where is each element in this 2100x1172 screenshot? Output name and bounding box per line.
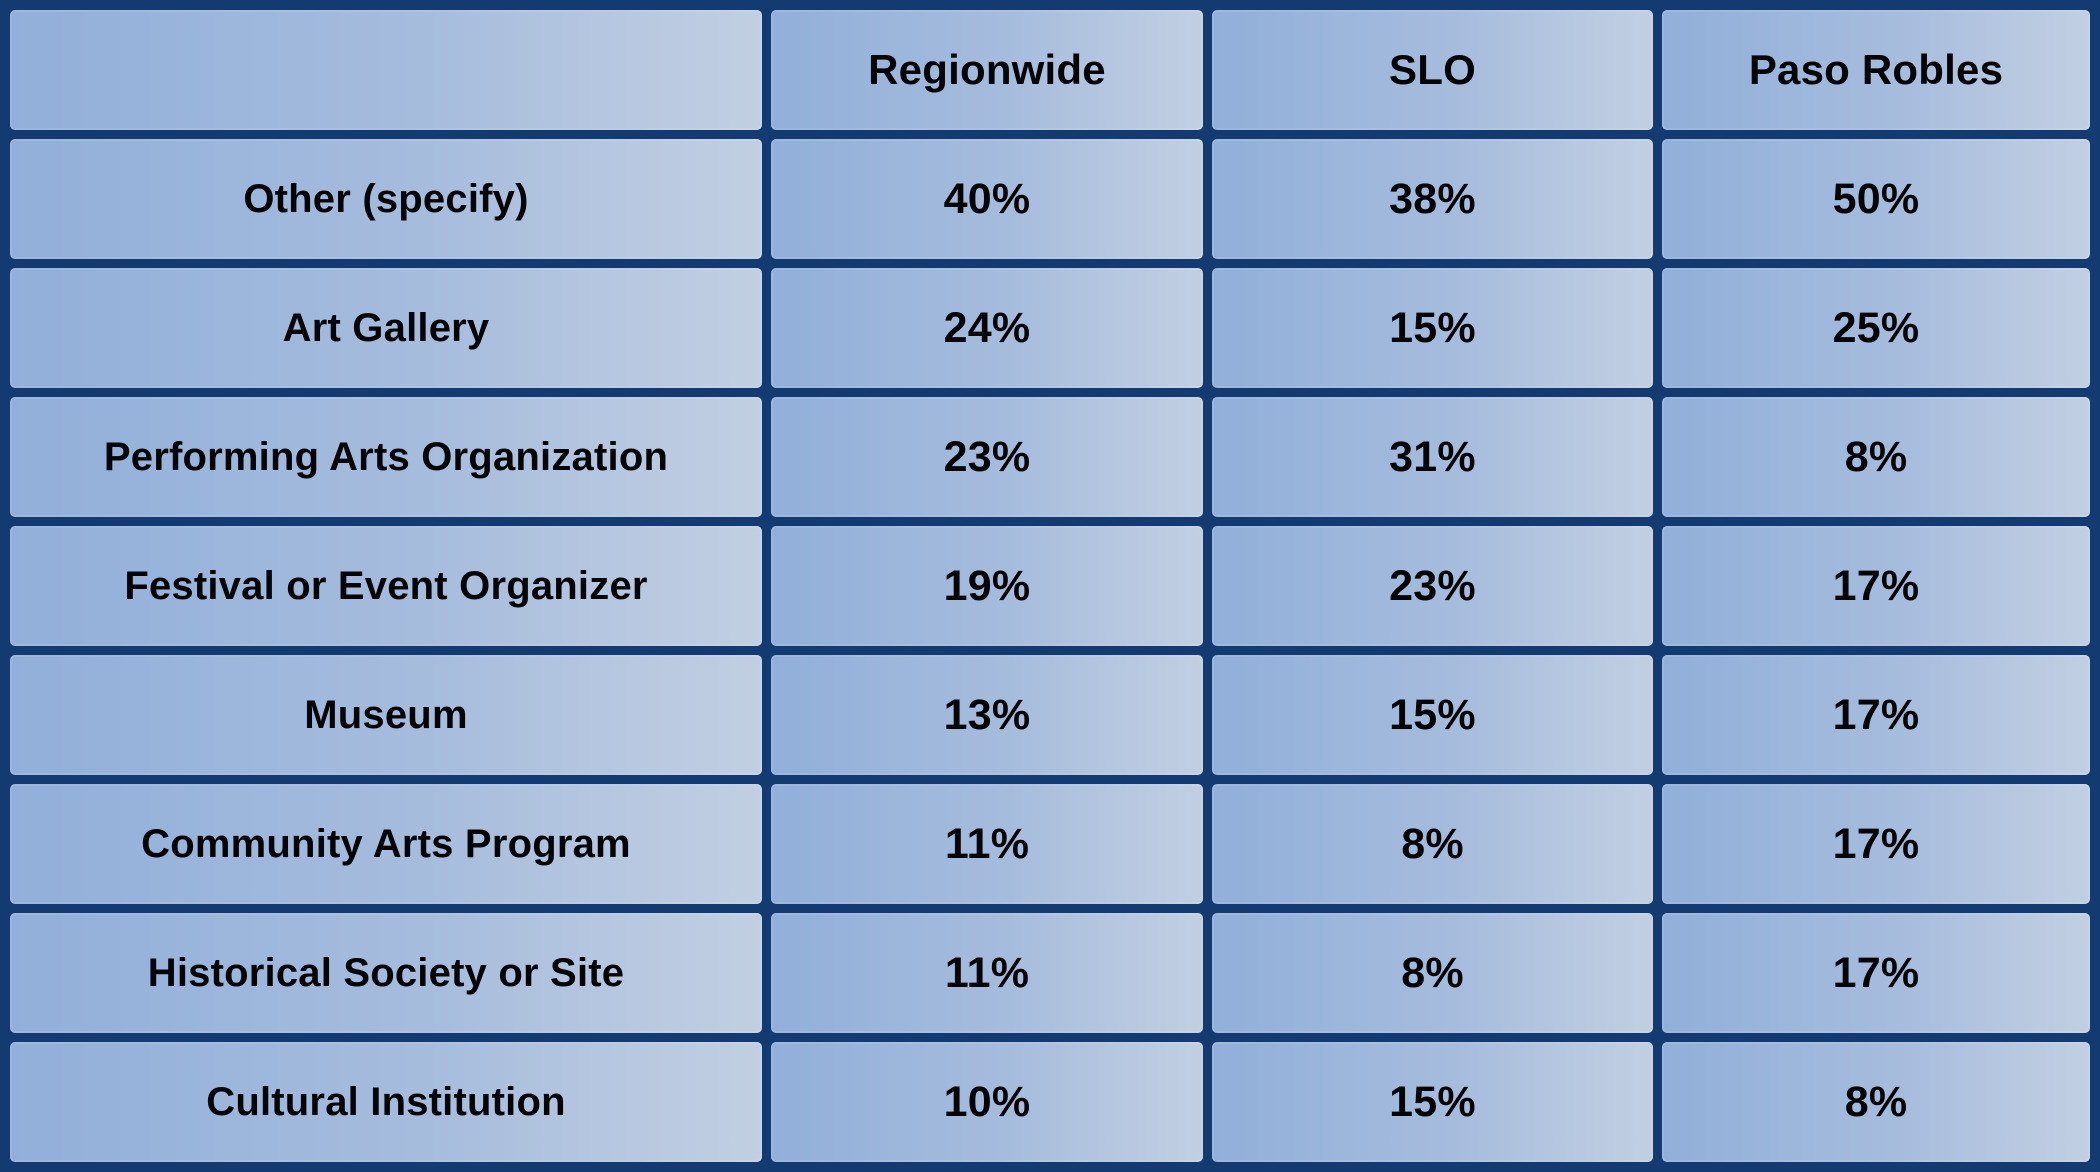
column-header-regionwide: Regionwide [771, 10, 1203, 130]
row-label: Museum [10, 655, 762, 775]
value-slo: 31% [1212, 397, 1653, 517]
value-slo: 15% [1212, 655, 1653, 775]
row-label: Cultural Institution [10, 1042, 762, 1162]
value-paso-robles: 17% [1662, 913, 2090, 1033]
value-paso-robles: 8% [1662, 397, 2090, 517]
value-paso-robles: 50% [1662, 139, 2090, 259]
row-label: Art Gallery [10, 268, 762, 388]
value-paso-robles: 8% [1662, 1042, 2090, 1162]
row-label: Performing Arts Organization [10, 397, 762, 517]
value-paso-robles: 17% [1662, 784, 2090, 904]
row-label: Other (specify) [10, 139, 762, 259]
row-label: Historical Society or Site [10, 913, 762, 1033]
value-regionwide: 19% [771, 526, 1203, 646]
value-regionwide: 11% [771, 784, 1203, 904]
value-regionwide: 24% [771, 268, 1203, 388]
value-regionwide: 13% [771, 655, 1203, 775]
column-header-paso-robles: Paso Robles [1662, 10, 2090, 130]
value-slo: 38% [1212, 139, 1653, 259]
column-header-slo: SLO [1212, 10, 1653, 130]
value-regionwide: 40% [771, 139, 1203, 259]
value-slo: 8% [1212, 913, 1653, 1033]
value-slo: 15% [1212, 268, 1653, 388]
row-label: Community Arts Program [10, 784, 762, 904]
value-slo: 8% [1212, 784, 1653, 904]
corner-cell [10, 10, 762, 130]
value-regionwide: 10% [771, 1042, 1203, 1162]
value-paso-robles: 25% [1662, 268, 2090, 388]
value-regionwide: 11% [771, 913, 1203, 1033]
row-label: Festival or Event Organizer [10, 526, 762, 646]
value-paso-robles: 17% [1662, 655, 2090, 775]
value-paso-robles: 17% [1662, 526, 2090, 646]
value-slo: 23% [1212, 526, 1653, 646]
value-slo: 15% [1212, 1042, 1653, 1162]
value-regionwide: 23% [771, 397, 1203, 517]
